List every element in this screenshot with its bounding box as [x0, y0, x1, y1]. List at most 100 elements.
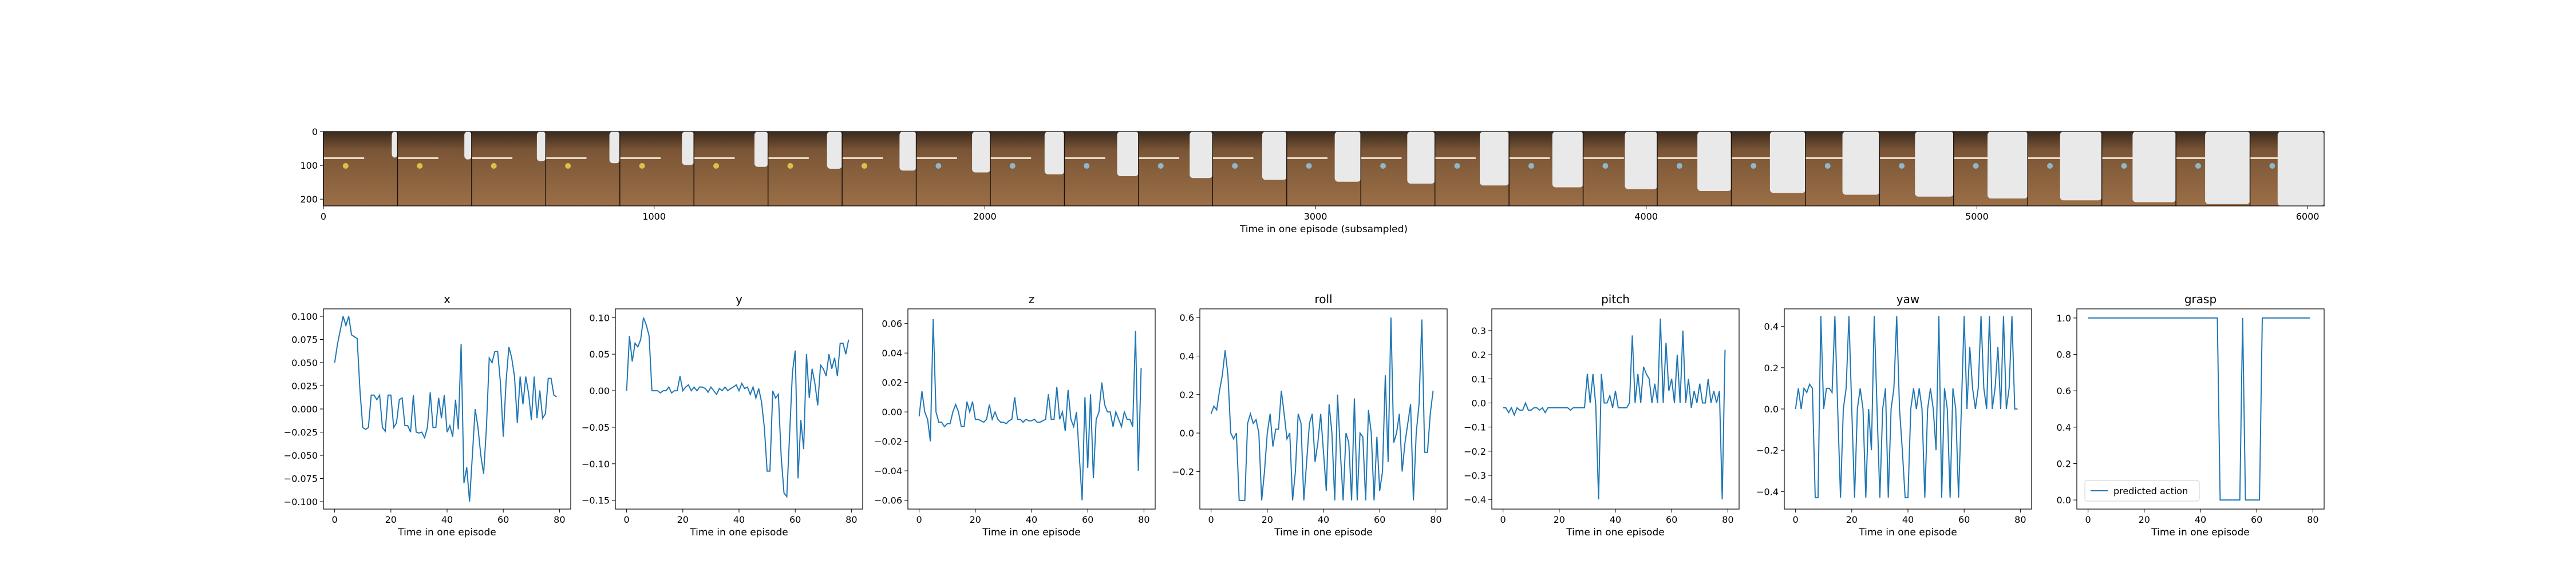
- camera-frame: [1286, 132, 1361, 206]
- series-line: [1210, 317, 1434, 501]
- frame-background: [546, 132, 621, 206]
- frame-robot-arm: [827, 132, 843, 169]
- y-tick-label: −0.06: [874, 495, 902, 506]
- plot-area: [2076, 308, 2325, 510]
- frame-object: [1009, 163, 1016, 169]
- frame-robot-arm: [2277, 132, 2324, 206]
- frame-robot-arm: [1987, 132, 2028, 198]
- x-tick-label: 80: [1722, 514, 1733, 525]
- frame-table-edge: [916, 157, 957, 159]
- frame-background: [619, 132, 694, 206]
- camera-frame: [1953, 132, 2028, 206]
- frame-table-edge: [1212, 157, 1254, 159]
- frame-table-edge: [546, 157, 587, 159]
- chart-title: y: [736, 292, 742, 306]
- filmstrip-x-label: Time in one episode (subsampled): [1239, 224, 1408, 235]
- frame-table-edge: [1879, 157, 1921, 159]
- frame-table-edge: [1583, 157, 1624, 159]
- chart-title: x: [444, 292, 451, 306]
- frame-object: [1602, 163, 1609, 169]
- y-tick-label: 0.000: [291, 404, 318, 415]
- filmstrip-y-tick-label: 200: [300, 194, 318, 205]
- frame-robot-arm: [1842, 132, 1880, 195]
- camera-frame: [471, 132, 546, 206]
- frame-robot-arm: [899, 132, 916, 171]
- x-axis-label: Time in one episode: [689, 527, 788, 538]
- frame-robot-arm: [754, 132, 768, 167]
- camera-frame: [693, 132, 769, 206]
- camera-frame: [1805, 132, 1880, 206]
- filmstrip-x-tick-label: 2000: [973, 211, 997, 222]
- series-line: [2088, 317, 2310, 501]
- filmstrip-x-tick-label: 5000: [1965, 211, 1989, 222]
- camera-frame: [619, 132, 694, 206]
- series-line: [626, 317, 850, 499]
- camera-frame: [841, 132, 917, 206]
- frame-robot-arm: [1190, 132, 1213, 178]
- y-tick-label: −0.3: [1464, 470, 1486, 481]
- filmstrip-x-tick-label: 3000: [1304, 211, 1327, 222]
- chart-title: roll: [1314, 292, 1332, 306]
- frame-object: [1751, 163, 1757, 169]
- chart-panel-y: y 0 20 40 60 80 −0.15 −0.10 −0.05 0.00 0.05 0.10 Tim…: [582, 292, 863, 538]
- frame-robot-arm: [1117, 132, 1139, 176]
- x-tick-label: 20: [970, 514, 981, 525]
- y-tick-label: 1.0: [2057, 313, 2071, 324]
- x-tick-label: 20: [1554, 514, 1565, 525]
- frame-robot-arm: [1625, 132, 1657, 189]
- chart-panel-pitch: pitch 0 20 40 60 80 −0.4 −0.3 −0.2 −0.1 0.0 0.1 0.2 0…: [1464, 292, 1740, 538]
- y-tick-label: 0.1: [1472, 374, 1486, 384]
- frame-object: [1157, 163, 1164, 169]
- x-tick-label: 0: [1500, 514, 1506, 525]
- frame-robot-arm: [392, 132, 398, 158]
- y-tick-label: 0.025: [291, 380, 318, 391]
- frame-table-edge: [1731, 157, 1772, 159]
- y-tick-label: 0.050: [291, 357, 318, 368]
- frame-object: [2047, 163, 2053, 169]
- frame-robot-arm: [2060, 132, 2102, 201]
- x-tick-label: 0: [916, 514, 922, 525]
- frame-robot-arm: [1552, 132, 1583, 188]
- frame-table-edge: [1509, 157, 1550, 159]
- x-axis-label: Time in one episode: [397, 527, 496, 538]
- camera-frame: [2249, 132, 2325, 206]
- y-tick-label: 0.4: [1764, 321, 1779, 332]
- y-tick-label: −0.05: [582, 422, 610, 433]
- x-tick-label: 0: [624, 514, 630, 525]
- frame-robot-arm: [536, 132, 546, 161]
- y-tick-label: 0.3: [1472, 325, 1486, 336]
- x-tick-label: 40: [2195, 514, 2206, 525]
- frame-table-edge: [2028, 157, 2069, 159]
- frame-object: [861, 163, 867, 169]
- frame-table-edge: [694, 157, 735, 159]
- y-tick-label: 0.2: [2057, 458, 2071, 469]
- camera-frame: [1657, 132, 1732, 206]
- y-tick-label: 0.05: [589, 349, 610, 360]
- chart-title: z: [1029, 292, 1035, 306]
- filmstrip-x-tick-label: 1000: [642, 211, 666, 222]
- y-tick-label: 0.06: [882, 319, 902, 329]
- frame-robot-arm: [1480, 132, 1510, 186]
- frame-robot-arm: [1697, 132, 1732, 191]
- frame-object: [639, 163, 645, 169]
- frame-robot-arm: [1769, 132, 1805, 193]
- x-tick-label: 60: [1082, 514, 1093, 525]
- frame-robot-arm: [1915, 132, 1954, 197]
- y-tick-label: −0.2: [1464, 446, 1486, 457]
- x-tick-label: 80: [846, 514, 857, 525]
- y-tick-label: 0.6: [1180, 312, 1194, 323]
- frame-background: [397, 132, 472, 206]
- y-tick-label: −0.100: [284, 496, 318, 507]
- chart-title: grasp: [2184, 292, 2217, 306]
- plot-area: [907, 308, 1156, 510]
- x-tick-label: 40: [1610, 514, 1621, 525]
- series-line: [1503, 318, 1726, 500]
- filmstrip-y-tick-label: 0: [312, 126, 318, 137]
- frame-robot-arm: [2132, 132, 2176, 202]
- frame-robot-arm: [1044, 132, 1065, 174]
- frame-table-edge: [1657, 157, 1698, 159]
- frame-robot-arm: [1334, 132, 1361, 182]
- x-tick-label: 60: [1958, 514, 1970, 525]
- x-axis-label: Time in one episode: [1858, 527, 1957, 538]
